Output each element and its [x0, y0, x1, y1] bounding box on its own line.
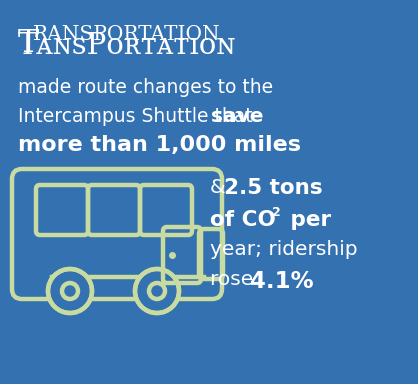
Circle shape: [48, 269, 92, 313]
Text: 4.1%: 4.1%: [250, 270, 314, 293]
Text: save: save: [211, 107, 263, 126]
Text: 2: 2: [272, 206, 281, 219]
Text: rose: rose: [210, 270, 260, 289]
Text: made route changes to the: made route changes to the: [18, 78, 273, 97]
Text: year; ridership: year; ridership: [210, 240, 358, 259]
Text: TᴀɴѕРᴏʀᴛᴀᴛɪᴏɴ: TᴀɴѕРᴏʀᴛᴀᴛɪᴏɴ: [18, 32, 236, 60]
Circle shape: [135, 269, 179, 313]
FancyBboxPatch shape: [202, 235, 210, 273]
Text: RANSPORTATION: RANSPORTATION: [33, 25, 221, 44]
Text: &: &: [210, 178, 232, 197]
Text: per: per: [283, 210, 331, 230]
Text: more than 1,000 miles: more than 1,000 miles: [18, 135, 301, 155]
Text: of CO: of CO: [210, 210, 276, 230]
Text: Intercampus Shuttle that: Intercampus Shuttle that: [18, 107, 259, 126]
Text: 2.5 tons: 2.5 tons: [224, 178, 323, 198]
Text: T: T: [18, 28, 39, 59]
